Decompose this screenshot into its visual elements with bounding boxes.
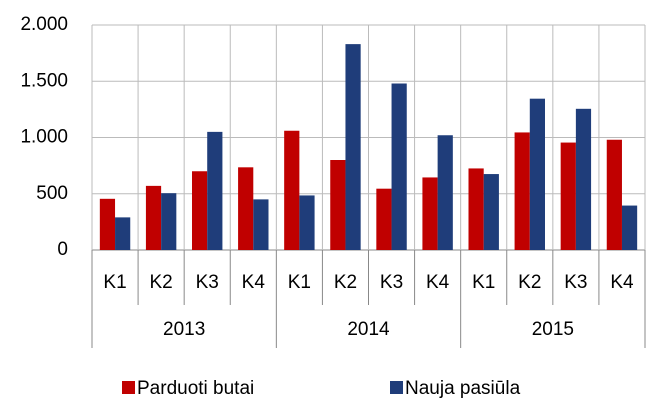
y-tick-label: 500 (36, 183, 68, 204)
bar (483, 174, 499, 250)
legend-swatch (122, 381, 135, 394)
bar (575, 108, 592, 250)
group-label: 2014 (347, 319, 390, 340)
x-tick-label: K2 (150, 272, 173, 293)
bar (376, 188, 392, 250)
bar (284, 130, 300, 250)
bar (253, 199, 269, 250)
legend-label: Nauja pasiūla (405, 378, 521, 399)
legend-label: Parduoti butai (137, 378, 254, 399)
group-label: 2013 (163, 319, 205, 340)
bar (145, 185, 162, 250)
x-tick-label: K3 (564, 272, 587, 293)
bar (207, 131, 223, 250)
x-tick-label: K4 (610, 272, 634, 293)
x-tick-label: K2 (518, 272, 541, 293)
bar (345, 44, 361, 250)
bar (238, 167, 254, 250)
legend-swatch (390, 381, 403, 394)
bar (514, 132, 530, 250)
bar (299, 195, 315, 250)
group-label: 2015 (532, 319, 574, 340)
bar (529, 98, 545, 250)
y-tick-label: 1.500 (20, 70, 68, 91)
bar (99, 198, 116, 250)
bar (161, 193, 177, 250)
x-tick-label: K1 (103, 272, 126, 293)
bar (437, 135, 453, 250)
bar (606, 139, 622, 250)
bar (468, 168, 484, 250)
bar (560, 142, 576, 250)
x-tick-label: K3 (380, 272, 403, 293)
x-tick-label: K1 (472, 272, 495, 293)
x-tick-label: K3 (196, 272, 219, 293)
y-tick-label: 1.000 (20, 127, 68, 148)
y-tick-label: 2.000 (20, 14, 68, 35)
x-tick-label: K4 (242, 272, 266, 293)
x-tick-label: K4 (426, 272, 450, 293)
bar (422, 177, 438, 250)
y-tick-label: 0 (57, 239, 68, 260)
bar (115, 217, 131, 250)
x-tick-label: K1 (288, 272, 311, 293)
x-tick-label: K2 (334, 272, 357, 293)
bar (621, 205, 638, 250)
bar (192, 171, 208, 250)
bar (330, 160, 346, 250)
bar (391, 83, 407, 250)
